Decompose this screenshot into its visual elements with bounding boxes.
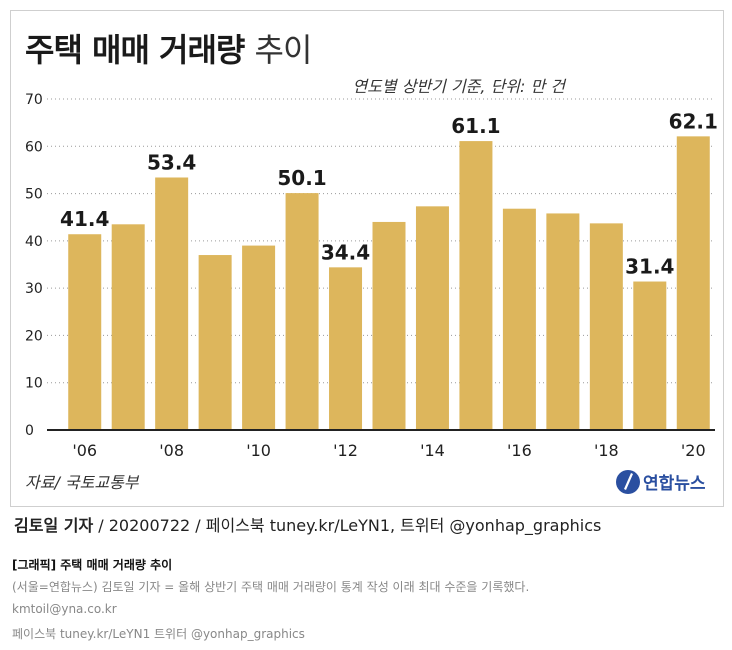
y-tick-label: 0: [25, 423, 34, 439]
yonhap-logo: 연합뉴스: [616, 470, 706, 494]
y-tick-label: 10: [25, 376, 43, 392]
caption-sns: 페이스북 tuney.kr/LeYN1 트위터 @yonhap_graphics: [12, 627, 305, 641]
x-tick-label: '16: [507, 441, 532, 460]
caption-title: [그래픽] 주택 매매 거래량 추이: [12, 558, 173, 572]
bar-'14: [415, 206, 449, 430]
chart-title: 주택 매매 거래량 추이: [25, 25, 313, 71]
caption-email[interactable]: kmtoil@yna.co.kr: [12, 602, 117, 616]
bar-'12: [329, 267, 363, 430]
data-label: 62.1: [669, 109, 718, 133]
chart-subtitle: 연도별 상반기 기준, 단위: 만 건: [352, 77, 565, 96]
data-label: 34.4: [321, 240, 370, 264]
bar-'18: [589, 223, 623, 430]
caption-body: (서울=연합뉴스) 김토일 기자 = 올해 상반기 주택 매매 거래량이 통계 …: [12, 580, 530, 594]
y-tick-label: 40: [25, 234, 43, 250]
chart-title-suffix: 추이: [254, 31, 313, 69]
data-label: 31.4: [625, 255, 674, 279]
bar-'09: [198, 255, 232, 430]
data-label: 41.4: [60, 207, 109, 231]
bar-'08: [155, 177, 189, 430]
source-note: 자료/ 국토교통부: [25, 473, 139, 492]
bar-'20: [676, 136, 710, 430]
bar-'13: [372, 221, 406, 430]
chart-title-main: 주택 매매 거래량: [25, 31, 245, 69]
infographic: 주택 매매 거래량 추이 연도별 상반기 기준, 단위: 만 건 0 10 20 30…: [10, 10, 724, 507]
y-tick-label: 20: [25, 328, 43, 344]
y-tick-label: 60: [25, 139, 43, 155]
logo-text: 연합뉴스: [643, 473, 706, 494]
bar-'15: [459, 141, 493, 430]
bar-'17: [546, 213, 580, 430]
x-tick-label: '18: [594, 441, 619, 460]
bar-chart: 0 10 20 30 40 50 60 70 41.4 '06 53.4 '08 '10 50.1 34.4…: [25, 92, 718, 460]
data-label: 61.1: [451, 114, 500, 138]
bar-'16: [502, 208, 536, 430]
x-tick-label: '12: [333, 441, 358, 460]
bar-'10: [242, 245, 276, 430]
y-tick-label: 30: [25, 281, 43, 297]
bar-'07: [111, 224, 145, 430]
x-tick-label: '14: [420, 441, 445, 460]
y-tick-label: 70: [25, 92, 43, 108]
x-tick-label: '06: [72, 441, 97, 460]
x-tick-label: '08: [159, 441, 184, 460]
bar-'11: [285, 193, 319, 430]
credit-rest: / 20200722 / 페이스북 tuney.kr/LeYN1, 트위터 @y…: [93, 516, 602, 535]
data-label: 53.4: [147, 150, 196, 174]
x-tick-label: '10: [246, 441, 271, 460]
x-tick-label: '20: [681, 441, 706, 460]
credit-line: 김토일 기자 / 20200722 / 페이스북 tuney.kr/LeYN1,…: [14, 512, 601, 536]
data-label: 50.1: [277, 166, 326, 190]
bar-'06: [68, 234, 102, 430]
y-tick-label: 50: [25, 187, 43, 203]
bar-'19: [633, 281, 667, 430]
credit-name: 김토일 기자: [14, 516, 94, 535]
